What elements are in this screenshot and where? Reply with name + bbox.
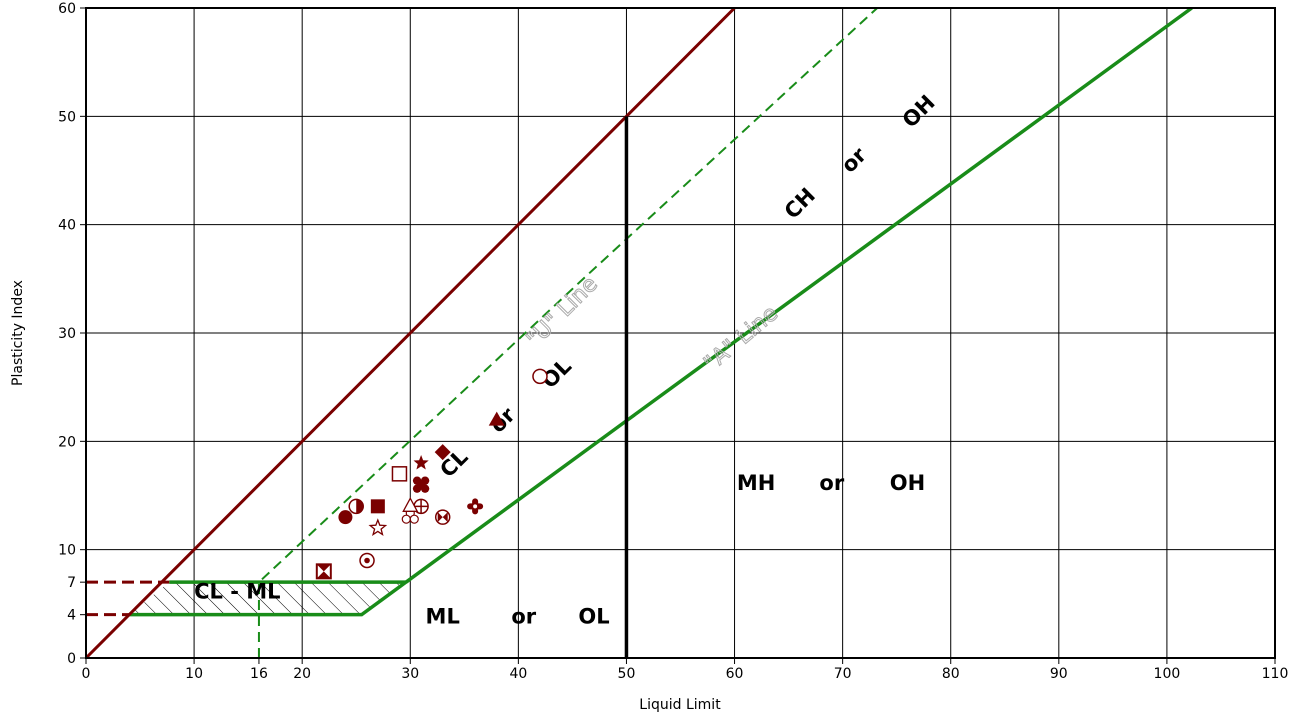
x-tick-label: 20 — [293, 666, 311, 682]
data-point — [532, 368, 548, 385]
marker-shape — [437, 512, 448, 523]
x-tick-label: 80 — [942, 666, 960, 682]
data-point — [370, 499, 385, 514]
y-tick-label: 30 — [58, 326, 76, 342]
marker-shape — [338, 510, 353, 525]
y-tick-label: 40 — [58, 218, 76, 234]
x-axis-title: Liquid Limit — [639, 697, 721, 713]
data-point — [434, 444, 451, 461]
zone-label: or — [485, 402, 520, 437]
x-tick-label: 16 — [250, 666, 268, 682]
marker-shape — [370, 499, 385, 514]
x-tick-label: 70 — [834, 666, 852, 682]
zone-label: or — [837, 142, 872, 177]
marker-shape — [368, 518, 388, 536]
y-tick-label: 60 — [58, 1, 76, 17]
y-tick-label: 20 — [58, 434, 76, 450]
marker-shape — [364, 557, 370, 564]
zone-label: or — [819, 471, 844, 495]
marker-shape — [473, 504, 478, 509]
x-tick-label: 110 — [1262, 666, 1289, 682]
zone-label: CL - ML — [194, 579, 280, 603]
zone-label: ML — [426, 604, 460, 628]
data-point — [412, 476, 430, 493]
data-point — [359, 552, 375, 569]
x-tick-label: 50 — [618, 666, 636, 682]
y-tick-label: 7 — [67, 575, 76, 591]
marker-shape — [532, 368, 548, 385]
marker-shape — [413, 455, 429, 470]
marker-shape — [417, 480, 426, 489]
grid — [86, 8, 1275, 658]
y-tick-label: 10 — [58, 543, 76, 559]
marker-shape — [402, 496, 419, 512]
x-tick-label: 100 — [1154, 666, 1181, 682]
line-label: "U" Line — [522, 272, 603, 353]
axes: 0 10 16 20 30 40 50 60 70 80 90 100 110 0 4 7 10 20 30 40 50… — [58, 1, 1288, 682]
marker-shape — [414, 499, 429, 514]
zone-label: OL — [578, 604, 609, 628]
marker-shape — [401, 514, 411, 524]
data-points — [315, 368, 548, 580]
x-tick-label: 0 — [82, 666, 91, 682]
reference-lines — [86, 8, 1193, 658]
a-line — [404, 8, 1193, 584]
zone-label: CH — [780, 183, 820, 223]
zone-label: or — [511, 604, 536, 628]
data-point — [467, 498, 484, 515]
hatched-area — [129, 582, 406, 615]
x-tick-label: 60 — [726, 666, 744, 682]
marker-shape — [356, 499, 364, 514]
data-point — [488, 411, 505, 426]
x-tick-label: 40 — [509, 666, 527, 682]
data-point — [315, 563, 332, 580]
zone-label: MH — [737, 471, 775, 495]
data-point — [413, 455, 429, 470]
data-point — [402, 496, 419, 512]
zone-label: OH — [890, 471, 925, 495]
data-point — [413, 498, 429, 515]
marker-shape — [409, 514, 419, 524]
x-tick-label: 90 — [1050, 666, 1068, 682]
marker-shape — [434, 444, 451, 461]
marker-shape — [391, 466, 408, 482]
marker-shape — [488, 411, 505, 426]
y-tick-label: 50 — [58, 109, 76, 125]
data-point — [434, 509, 451, 525]
cl-ml-zone — [129, 580, 412, 617]
y-tick-label: 0 — [67, 651, 76, 667]
x-tick-label: 10 — [185, 666, 203, 682]
dashed-boundary — [257, 8, 878, 658]
line-label: "A" Line — [699, 301, 783, 377]
data-point — [338, 510, 353, 525]
data-point — [348, 498, 364, 515]
marker-shape — [316, 564, 331, 579]
y-tick-label: 4 — [67, 608, 76, 624]
y-axis-title: Plasticity Index — [10, 280, 26, 386]
x-tick-label: 30 — [401, 666, 419, 682]
cl-ml-boundary — [129, 580, 412, 617]
zone-label: OH — [898, 90, 940, 132]
data-point — [368, 518, 388, 536]
data-point — [391, 466, 408, 482]
